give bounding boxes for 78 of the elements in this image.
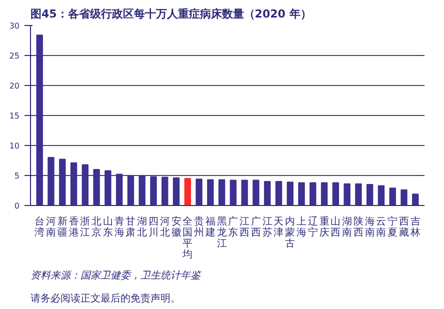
y-tick-label: 25 — [9, 52, 20, 60]
x-tick-label: 河北 — [160, 216, 170, 238]
x-tick-label: 甘肃 — [126, 216, 136, 238]
x-tick-label: 天津 — [274, 216, 284, 238]
bar — [230, 180, 237, 206]
text: 资料来源：国家卫健委，卫生统计年鉴 — [30, 270, 202, 282]
y-tick-label: 20 — [9, 82, 20, 90]
bar — [389, 188, 396, 206]
bar — [93, 169, 100, 206]
bar — [70, 162, 78, 206]
text: 请务必阅读正文最后的免责声明。 — [30, 292, 180, 304]
x-tick-label: 黑龙江 — [216, 216, 227, 250]
x-tick-label: 湖南 — [342, 216, 352, 238]
x-tick-label: 重庆 — [319, 216, 330, 238]
bar — [286, 182, 294, 206]
chart-title: 图45：各省级行政区每十万人重症病床数量（2020 年） — [30, 8, 312, 20]
x-tick-label: 海南 — [364, 216, 375, 238]
x-tick-label: 贵州 — [194, 216, 204, 238]
bar — [184, 178, 191, 206]
bar — [82, 164, 89, 206]
bar — [366, 184, 374, 206]
x-tick-label: 宁夏 — [388, 216, 398, 238]
x-tick-label: 北京 — [92, 216, 102, 238]
x-tick-label: 广西 — [250, 216, 261, 238]
bar — [412, 194, 419, 206]
x-tick-label: 内蒙古 — [285, 216, 296, 250]
x-tick-label: 江苏 — [262, 216, 272, 238]
y-tick-label: 15 — [9, 112, 20, 120]
bar — [127, 175, 134, 206]
x-tick-label: 青海 — [114, 216, 124, 238]
x-tick-label: 山东 — [102, 216, 113, 238]
x-tick-label: 辽宁 — [308, 216, 318, 238]
bar — [36, 34, 43, 206]
bar — [378, 185, 385, 206]
bar — [172, 177, 180, 206]
bar — [138, 176, 146, 206]
y-tick-label: 30 — [9, 22, 20, 30]
x-tick-label: 河南 — [46, 216, 56, 238]
x-tick-label: 四川 — [148, 216, 158, 238]
x-tick-label: 香港 — [68, 216, 79, 238]
bar — [207, 179, 214, 206]
bar — [298, 182, 305, 206]
bar — [116, 174, 123, 206]
x-tick-label: 福建 — [204, 216, 216, 238]
y-tick-label: 10 — [9, 142, 20, 150]
bar — [162, 176, 168, 206]
x-tick-label: 西藏 — [399, 216, 410, 238]
bar — [252, 180, 260, 206]
bar — [59, 158, 66, 206]
bar — [344, 183, 350, 206]
x-tick-label: 台湾 — [34, 216, 45, 238]
bar — [275, 181, 282, 206]
x-tick-label: 全国平均 — [182, 216, 193, 260]
x-tick-label: 山西 — [330, 216, 341, 238]
bar — [150, 176, 157, 206]
x-tick-label: 陕西 — [353, 216, 364, 238]
y-tick-label: 0 — [14, 202, 20, 210]
bar — [400, 189, 408, 206]
x-tick-label: 湖北 — [137, 216, 148, 238]
bar — [320, 182, 328, 206]
bar — [264, 181, 271, 206]
bar — [48, 157, 54, 206]
x-tick-label: 新疆 — [57, 216, 68, 238]
bar — [218, 179, 226, 206]
x-tick-label: 广东 — [228, 216, 238, 238]
x-tick-label: 吉林 — [409, 216, 420, 238]
bar — [196, 178, 202, 206]
bar — [355, 183, 362, 206]
bar — [310, 182, 316, 206]
bar — [104, 170, 112, 206]
x-tick-label: 江西 — [240, 216, 250, 238]
bar — [332, 182, 340, 206]
y-tick-label: 5 — [14, 172, 20, 180]
x-tick-label: 浙江 — [80, 216, 90, 238]
x-tick-label: 云南 — [376, 216, 386, 238]
bar — [241, 180, 248, 206]
x-tick-label: 安徽 — [171, 216, 182, 238]
x-tick-label: 上海 — [296, 216, 307, 238]
